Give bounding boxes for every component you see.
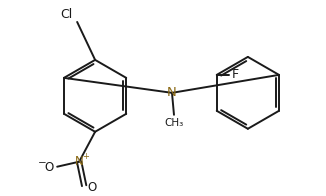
Text: Cl: Cl [60, 8, 72, 22]
Text: +: + [82, 152, 89, 161]
Text: N: N [167, 86, 177, 99]
Text: −: − [38, 158, 47, 168]
Text: CH₃: CH₃ [164, 118, 184, 128]
Text: O: O [87, 181, 97, 194]
Text: N: N [75, 155, 83, 168]
Text: F: F [232, 68, 239, 81]
Text: O: O [45, 161, 54, 174]
